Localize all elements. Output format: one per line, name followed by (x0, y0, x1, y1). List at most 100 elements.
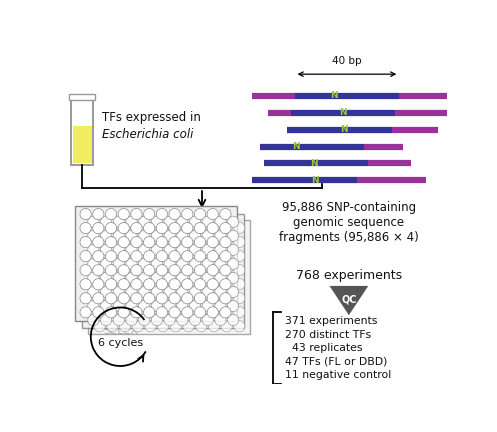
Circle shape (183, 251, 194, 262)
Circle shape (105, 237, 117, 248)
Circle shape (94, 307, 105, 318)
Circle shape (100, 272, 112, 283)
Circle shape (169, 279, 180, 290)
Circle shape (221, 251, 232, 262)
Text: 47 TFs (FL or DBD): 47 TFs (FL or DBD) (285, 357, 388, 367)
Text: N: N (311, 176, 319, 185)
Circle shape (94, 251, 105, 262)
Circle shape (156, 265, 167, 276)
Circle shape (221, 292, 232, 304)
Circle shape (182, 222, 193, 234)
Circle shape (156, 251, 167, 262)
Circle shape (139, 216, 150, 227)
Circle shape (107, 236, 118, 248)
Circle shape (183, 236, 194, 248)
Circle shape (113, 230, 124, 241)
Circle shape (80, 307, 91, 318)
Circle shape (94, 222, 105, 234)
Circle shape (156, 222, 167, 234)
Circle shape (228, 314, 239, 326)
Circle shape (131, 279, 142, 290)
Circle shape (189, 258, 201, 270)
Circle shape (105, 293, 117, 304)
Circle shape (194, 251, 206, 262)
Circle shape (144, 265, 155, 276)
Circle shape (144, 209, 155, 219)
Circle shape (118, 251, 129, 262)
Circle shape (144, 279, 155, 290)
Circle shape (158, 307, 168, 318)
Circle shape (119, 251, 131, 262)
Text: 43 replicates: 43 replicates (285, 343, 363, 353)
Circle shape (170, 264, 181, 276)
Circle shape (170, 307, 181, 318)
Circle shape (183, 292, 194, 304)
Text: SELEX
6 cycles: SELEX 6 cycles (98, 326, 143, 347)
Circle shape (164, 286, 175, 298)
Circle shape (158, 251, 168, 262)
Text: N: N (340, 125, 348, 134)
Circle shape (93, 222, 104, 234)
Circle shape (93, 265, 104, 276)
Text: 270 distinct TFs: 270 distinct TFs (285, 330, 371, 340)
Text: N: N (331, 91, 338, 100)
Circle shape (113, 314, 124, 326)
Circle shape (182, 307, 193, 318)
Circle shape (228, 272, 239, 283)
Circle shape (93, 293, 104, 304)
Circle shape (105, 251, 117, 262)
Circle shape (234, 251, 245, 262)
Circle shape (118, 307, 129, 318)
Circle shape (215, 258, 226, 270)
Circle shape (131, 307, 142, 318)
Circle shape (88, 244, 99, 255)
Circle shape (177, 300, 188, 311)
Text: 40 bp: 40 bp (332, 57, 362, 67)
Circle shape (183, 307, 194, 318)
Circle shape (139, 258, 150, 270)
Circle shape (196, 279, 207, 290)
Circle shape (182, 279, 193, 290)
Circle shape (107, 292, 118, 304)
Circle shape (145, 251, 156, 262)
Circle shape (107, 307, 118, 318)
Circle shape (80, 209, 91, 219)
Circle shape (113, 244, 124, 255)
Circle shape (119, 321, 131, 332)
Circle shape (215, 244, 226, 255)
Circle shape (105, 307, 117, 318)
Circle shape (196, 251, 207, 262)
Circle shape (234, 307, 245, 318)
Circle shape (100, 216, 112, 227)
Circle shape (158, 279, 168, 290)
Circle shape (80, 237, 91, 248)
Circle shape (234, 264, 245, 276)
Circle shape (94, 279, 105, 290)
Circle shape (194, 222, 206, 234)
Circle shape (189, 244, 201, 255)
Circle shape (88, 314, 99, 326)
Circle shape (126, 216, 137, 227)
Circle shape (177, 230, 188, 241)
Circle shape (164, 300, 175, 311)
Circle shape (151, 230, 163, 241)
Circle shape (126, 230, 137, 241)
Circle shape (80, 251, 91, 262)
Circle shape (131, 251, 142, 262)
Circle shape (183, 279, 194, 290)
Circle shape (151, 258, 163, 270)
Circle shape (132, 222, 143, 234)
Circle shape (144, 293, 155, 304)
Circle shape (220, 293, 231, 304)
Circle shape (208, 222, 220, 234)
Circle shape (177, 216, 188, 227)
Circle shape (182, 293, 193, 304)
Circle shape (145, 222, 156, 234)
Circle shape (132, 279, 143, 290)
Circle shape (215, 300, 226, 311)
Circle shape (234, 236, 245, 248)
Circle shape (113, 272, 124, 283)
Circle shape (105, 209, 117, 219)
Circle shape (202, 272, 213, 283)
Circle shape (234, 292, 245, 304)
